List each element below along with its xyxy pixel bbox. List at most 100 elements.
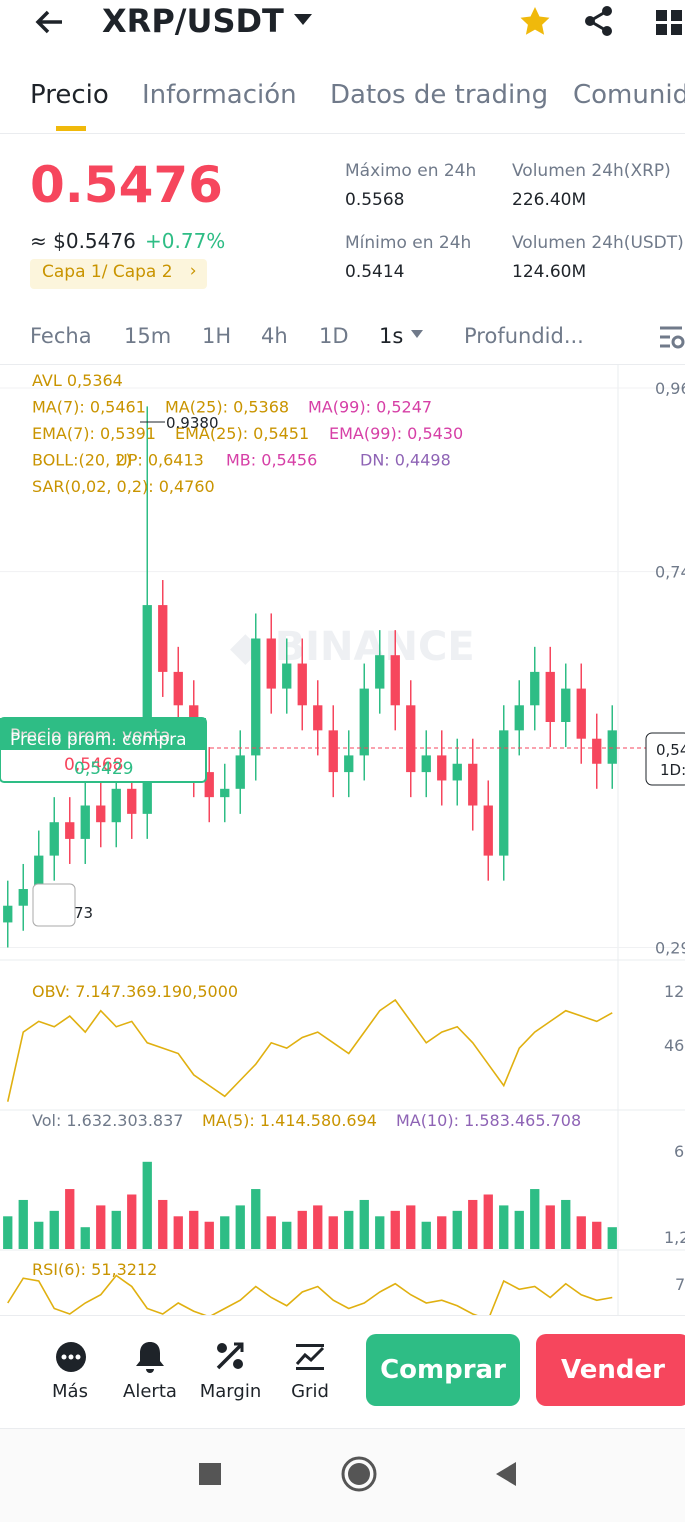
avg-buy-label: Precio prom. compra: [10, 730, 187, 750]
action-label[interactable]: Más: [52, 1381, 88, 1402]
grid-bot-icon[interactable]: [294, 1340, 326, 1374]
rsi-axis-label: 7: [675, 1275, 685, 1294]
tab[interactable]: Comunid: [573, 80, 685, 110]
volume-bar: [421, 1221, 431, 1249]
alert-icon[interactable]: [134, 1340, 166, 1374]
nav-home[interactable]: [341, 1456, 377, 1492]
candle-body: [375, 655, 385, 689]
indicator-label: UP: 0,6413: [116, 451, 204, 470]
candle-body: [251, 638, 261, 756]
interval[interactable]: Fecha: [30, 324, 92, 348]
candle-body: [359, 688, 369, 756]
candle-body: [328, 730, 338, 773]
candle-body: [514, 705, 524, 731]
candle-body: [127, 788, 137, 814]
candle-body: [204, 772, 214, 798]
stat-value: 0.5414: [345, 262, 405, 282]
tab[interactable]: Datos de trading: [330, 80, 549, 110]
candle-body: [173, 671, 183, 706]
indicator-label: AVL 0,5364: [32, 371, 123, 390]
stat-value: 124.60M: [512, 262, 587, 282]
candle-body: [576, 688, 586, 739]
volume-bar: [390, 1210, 400, 1249]
caret[interactable]: [292, 12, 316, 28]
interval[interactable]: 1D: [319, 324, 349, 348]
candle-body: [561, 688, 571, 722]
volume-bar: [437, 1216, 447, 1249]
tab[interactable]: Precio: [30, 80, 109, 110]
candle-body: [313, 705, 323, 731]
price-box-label: 1D:: [660, 761, 685, 779]
volume-bar: [468, 1199, 478, 1249]
candle-body: [390, 655, 400, 706]
share-icon[interactable]: [582, 4, 616, 38]
favorite-icon[interactable]: [517, 4, 553, 40]
divider: [0, 364, 685, 365]
candle-body: [452, 763, 462, 781]
candle-body: [158, 605, 168, 672]
candle-body: [468, 763, 478, 806]
candle-body: [297, 663, 307, 706]
action-label[interactable]: Grid: [291, 1381, 329, 1402]
candle-body: [142, 605, 152, 814]
action-label[interactable]: Margin: [199, 1381, 262, 1402]
price-box-label: 0,54: [656, 741, 685, 759]
volume-bar: [545, 1205, 555, 1249]
volume-bar: [499, 1205, 509, 1249]
stat-label: Máximo en 24h: [345, 161, 477, 181]
avg-sell-label: Precio prom. venta: [10, 726, 170, 746]
price-box: [645, 732, 685, 786]
candle-body: [65, 822, 75, 839]
stat-value: 0.5568: [345, 190, 405, 210]
settings-icon[interactable]: [658, 324, 685, 350]
interval[interactable]: Profundid...: [464, 324, 584, 348]
candle-body: [282, 663, 292, 689]
volume-bar: [251, 1189, 261, 1249]
sell-button[interactable]: Vender: [536, 1334, 685, 1406]
candle-body: [34, 855, 44, 890]
margin-icon[interactable]: [214, 1340, 246, 1374]
interval[interactable]: 4h: [261, 324, 288, 348]
volume-bar: [49, 1210, 59, 1249]
volume-bar: [344, 1210, 354, 1249]
buy-button[interactable]: Comprar: [366, 1334, 520, 1406]
volume-bar: [34, 1221, 44, 1249]
action-label[interactable]: Alerta: [123, 1381, 177, 1402]
avg-box-header: [0, 718, 206, 750]
indicator-label: BOLL:(20, 2): [32, 451, 132, 470]
tag[interactable]: Capa 1/ Capa 2 ›: [30, 259, 207, 289]
nav-recents[interactable]: [199, 1463, 221, 1485]
more-icon[interactable]: [54, 1340, 88, 1374]
volume-bar: [173, 1216, 183, 1249]
back-icon[interactable]: [32, 6, 68, 38]
last-price: 0.5476: [30, 156, 223, 214]
interval-active[interactable]: 1s: [379, 324, 404, 348]
volume-axis-label: 6: [674, 1142, 684, 1161]
grid-menu-icon[interactable]: [654, 8, 685, 36]
change: +0.77%: [145, 229, 226, 253]
interval[interactable]: 1H: [202, 324, 232, 348]
candle-body: [96, 805, 106, 823]
volume-bar: [204, 1221, 214, 1249]
volume-bar: [406, 1205, 416, 1249]
candle-body: [545, 671, 555, 722]
indicator-label: DN: 0,4498: [360, 451, 451, 470]
obv-line: [6, 998, 613, 1102]
volume-bar: [111, 1210, 121, 1249]
candle-body: [483, 805, 493, 856]
volume-bar: [328, 1216, 338, 1249]
candle-body: [437, 755, 447, 781]
collapse-button: [32, 883, 76, 927]
rsi-line: [7, 1274, 613, 1315]
candle-body: [406, 705, 416, 773]
candle-body: [18, 889, 28, 906]
pair-title[interactable]: XRP/USDT: [102, 2, 284, 40]
interval[interactable]: 15m: [124, 324, 172, 348]
obv-axis-label: 12: [664, 982, 684, 1001]
candle-body: [80, 805, 90, 839]
volume-bar: [65, 1189, 75, 1249]
nav-back[interactable]: [494, 1460, 518, 1488]
tab[interactable]: Información: [142, 80, 297, 110]
